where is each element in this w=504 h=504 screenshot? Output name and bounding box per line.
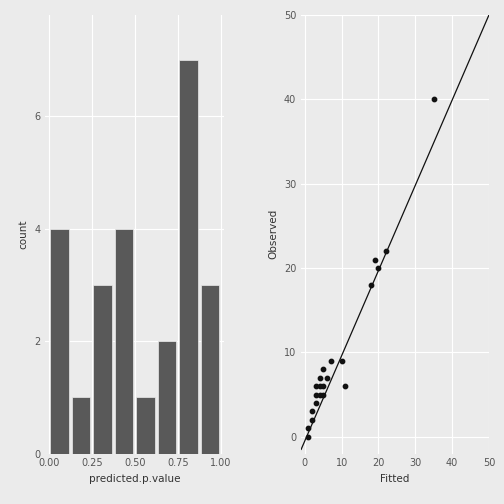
Point [308, 407, 316, 415]
Point [367, 281, 375, 289]
Point [316, 373, 324, 382]
Point [308, 416, 316, 424]
Point [316, 382, 324, 390]
Point [319, 382, 327, 390]
Bar [72, 397, 90, 454]
Point [319, 391, 327, 399]
Y-axis label: Observed: Observed [268, 209, 278, 260]
Point [304, 424, 312, 432]
Point [371, 256, 379, 264]
Point [304, 433, 312, 441]
Bar [50, 229, 69, 454]
Point [312, 382, 320, 390]
Bar [115, 229, 133, 454]
Point [341, 382, 349, 390]
Point [338, 357, 346, 365]
Bar [137, 397, 155, 454]
Point [382, 247, 390, 255]
X-axis label: Fitted: Fitted [381, 474, 410, 484]
Point [327, 357, 335, 365]
Point [323, 373, 331, 382]
Bar [158, 341, 176, 454]
Point [374, 264, 383, 272]
Bar [201, 285, 219, 454]
Point [319, 365, 327, 373]
Point [312, 391, 320, 399]
Bar [93, 285, 112, 454]
Point [316, 391, 324, 399]
Point [312, 399, 320, 407]
X-axis label: predicted.p.value: predicted.p.value [89, 474, 180, 484]
Y-axis label: count: count [19, 220, 29, 249]
Point [429, 95, 437, 103]
Bar [179, 60, 198, 454]
